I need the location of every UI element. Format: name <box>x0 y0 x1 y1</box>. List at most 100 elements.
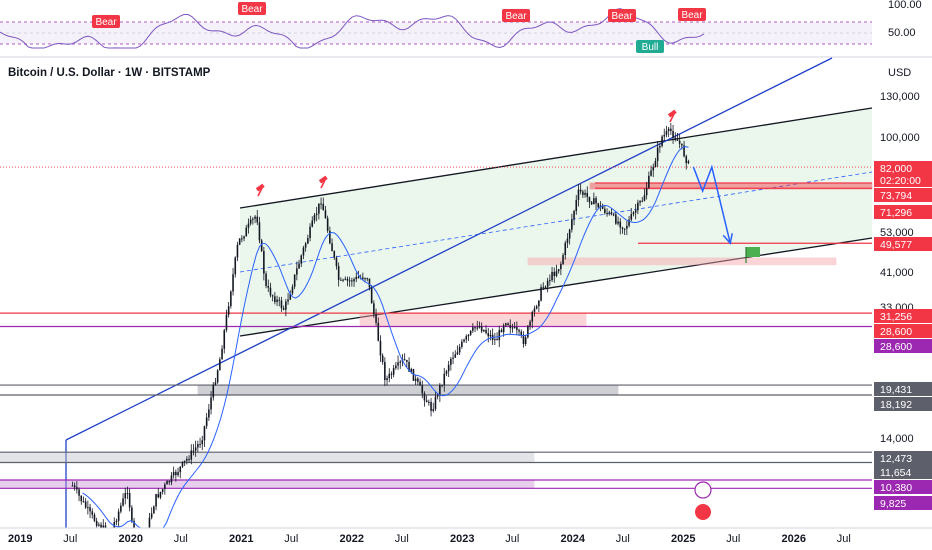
candle-body <box>381 355 384 363</box>
candle-body <box>214 382 217 385</box>
candle-body <box>465 336 468 340</box>
candle-body <box>117 511 120 521</box>
candle-body <box>553 272 556 276</box>
candle-body <box>577 189 580 200</box>
candle-body <box>617 221 619 224</box>
candle-body <box>593 198 595 205</box>
candle-body <box>285 301 287 310</box>
signal-label: Bear <box>611 11 633 22</box>
candle-body <box>496 339 498 341</box>
x-tick-label: 2021 <box>229 533 253 545</box>
candle-body <box>518 330 520 332</box>
price-axis[interactable] <box>874 58 932 528</box>
target-flag-icon <box>746 247 760 257</box>
hammer-icon <box>318 175 328 184</box>
candle-body <box>311 220 314 227</box>
candle-body <box>82 501 85 503</box>
candle-body <box>302 247 305 256</box>
candle-body <box>282 308 285 310</box>
signal-tag-bear <box>608 9 636 22</box>
candle-body <box>527 325 529 338</box>
candle-body <box>324 210 327 219</box>
candle-body <box>683 145 685 157</box>
candle-body <box>335 257 338 267</box>
candle-body <box>425 400 428 403</box>
time-axis[interactable] <box>0 528 932 550</box>
candle-body <box>630 214 633 220</box>
candle-body <box>155 494 157 507</box>
candle-body <box>216 370 219 383</box>
signal-label: Bull <box>642 42 659 53</box>
candle-body <box>417 378 419 382</box>
candle-body <box>120 505 122 512</box>
candle-body <box>687 161 690 164</box>
indicator-band <box>0 22 872 44</box>
candle-body <box>423 393 426 401</box>
candle-body <box>634 210 637 213</box>
price-tag-label: 28,600 <box>880 326 912 338</box>
candle-body <box>148 517 151 533</box>
candle-body <box>399 361 402 363</box>
candle-body <box>128 493 131 508</box>
candle-body <box>93 514 96 521</box>
candle-body <box>436 395 439 397</box>
candle-body <box>610 212 613 215</box>
candle-body <box>267 286 270 288</box>
zone-12k <box>0 451 535 463</box>
candle-body <box>432 408 435 411</box>
candle-body <box>227 306 230 315</box>
x-tick-label: Jul <box>174 533 188 545</box>
candle-body <box>507 323 509 326</box>
x-tick-label: Jul <box>395 533 409 545</box>
price-tag-label: 11,654 <box>880 467 911 479</box>
candle-body <box>249 219 252 224</box>
price-tag <box>874 339 932 353</box>
hammer-handle <box>320 179 326 189</box>
candle-body <box>408 361 410 372</box>
x-tick-label: Jul <box>284 533 298 545</box>
candle-body <box>406 359 408 362</box>
candle-body <box>601 205 604 209</box>
price-tag-label: 49,577 <box>880 239 912 251</box>
candle-body <box>531 312 534 322</box>
y-tick-label: 100,000 <box>880 132 920 144</box>
candle-body <box>648 175 650 188</box>
candle-body <box>430 401 432 411</box>
candle-body <box>414 378 417 381</box>
candle-body <box>194 447 197 451</box>
candle-body <box>410 368 413 372</box>
indicator-y-tick: 50.00 <box>888 27 916 39</box>
candle-body <box>639 201 641 203</box>
price-tag-label: 10,380 <box>880 482 912 494</box>
price-tag <box>874 397 932 411</box>
candle-body <box>509 325 512 328</box>
candle-body <box>234 257 237 275</box>
signal-label: Bear <box>95 17 117 28</box>
candle-body <box>623 228 626 230</box>
candle-body <box>557 269 560 272</box>
candle-body <box>344 278 347 280</box>
candle-body <box>346 278 349 281</box>
price-tag <box>874 465 932 479</box>
x-tick-label: Jul <box>63 533 77 545</box>
candle-body <box>439 385 441 396</box>
candle-body <box>582 191 584 195</box>
signal-tag-bear <box>238 2 266 15</box>
candle-body <box>76 487 78 490</box>
candle-body <box>535 306 538 309</box>
candle-body <box>192 450 195 452</box>
candle-body <box>377 322 380 341</box>
price-tag-label: 71,296 <box>880 207 912 219</box>
candle-body <box>318 203 320 214</box>
candle-body <box>388 373 391 379</box>
candle-body <box>190 450 193 460</box>
candle-body <box>247 223 250 228</box>
candle-body <box>562 255 564 264</box>
candle-body <box>326 218 329 231</box>
economic-event-icon[interactable] <box>695 504 711 520</box>
candle-body <box>485 329 487 334</box>
event-icon[interactable] <box>694 481 712 499</box>
candle-body <box>368 278 371 288</box>
moving-average-line <box>82 146 689 531</box>
